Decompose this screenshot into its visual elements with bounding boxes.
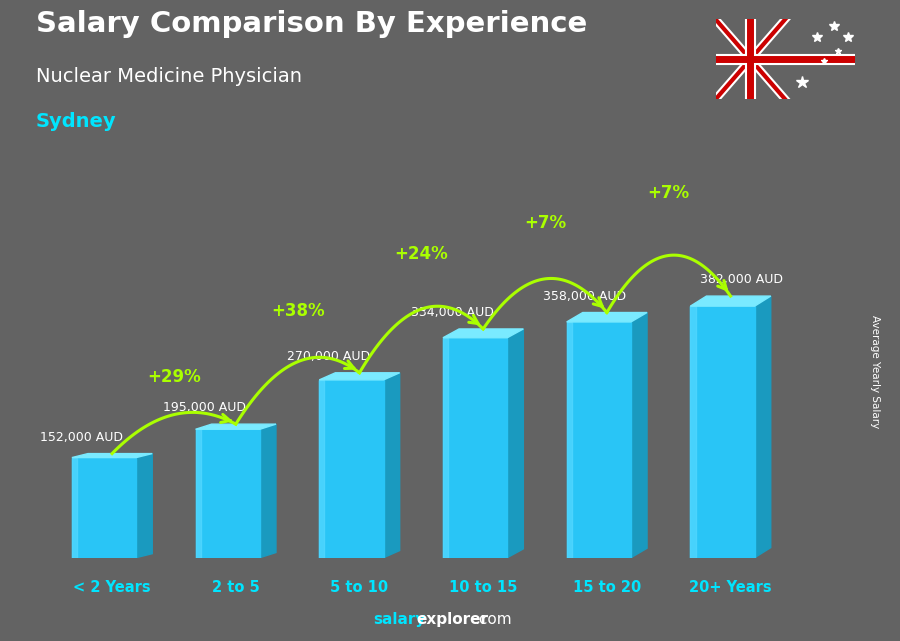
Bar [72,458,77,558]
Text: 270,000 AUD: 270,000 AUD [287,350,370,363]
Bar [443,338,508,558]
Polygon shape [755,296,770,558]
Text: 10 to 15: 10 to 15 [449,579,518,595]
Text: salary: salary [374,612,426,627]
Text: Average Yearly Salary: Average Yearly Salary [869,315,880,428]
Text: explorer: explorer [417,612,489,627]
Polygon shape [195,424,276,429]
Text: 20+ Years: 20+ Years [689,579,772,595]
Bar [567,322,631,558]
Bar [567,322,572,558]
Polygon shape [443,329,524,338]
Text: +7%: +7% [524,214,566,232]
Text: +38%: +38% [271,303,324,320]
Bar [195,429,201,558]
Polygon shape [260,424,276,558]
Polygon shape [690,296,770,306]
Text: +29%: +29% [147,367,201,386]
Bar [690,306,755,558]
Text: Salary Comparison By Experience: Salary Comparison By Experience [36,10,587,38]
Bar [690,306,696,558]
Text: 334,000 AUD: 334,000 AUD [410,306,494,319]
Bar [72,458,136,558]
Text: .com: .com [474,612,512,627]
Text: < 2 Years: < 2 Years [73,579,151,595]
Text: 5 to 10: 5 to 10 [330,579,389,595]
Text: +7%: +7% [648,184,689,202]
Polygon shape [508,329,524,558]
Bar [195,429,260,558]
Text: 2 to 5: 2 to 5 [212,579,259,595]
Text: 15 to 20: 15 to 20 [572,579,641,595]
Polygon shape [631,313,647,558]
Polygon shape [320,373,400,380]
Text: 358,000 AUD: 358,000 AUD [544,290,626,303]
Polygon shape [567,313,647,322]
Text: +24%: +24% [394,245,448,263]
Polygon shape [383,373,400,558]
Text: 195,000 AUD: 195,000 AUD [164,401,247,414]
Text: 382,000 AUD: 382,000 AUD [700,273,783,286]
Bar [320,380,383,558]
Polygon shape [136,454,152,558]
Text: Nuclear Medicine Physician: Nuclear Medicine Physician [36,67,302,87]
Text: Sydney: Sydney [36,112,117,131]
Polygon shape [72,454,152,458]
Text: 152,000 AUD: 152,000 AUD [40,431,122,444]
Bar [320,380,324,558]
Bar [443,338,448,558]
